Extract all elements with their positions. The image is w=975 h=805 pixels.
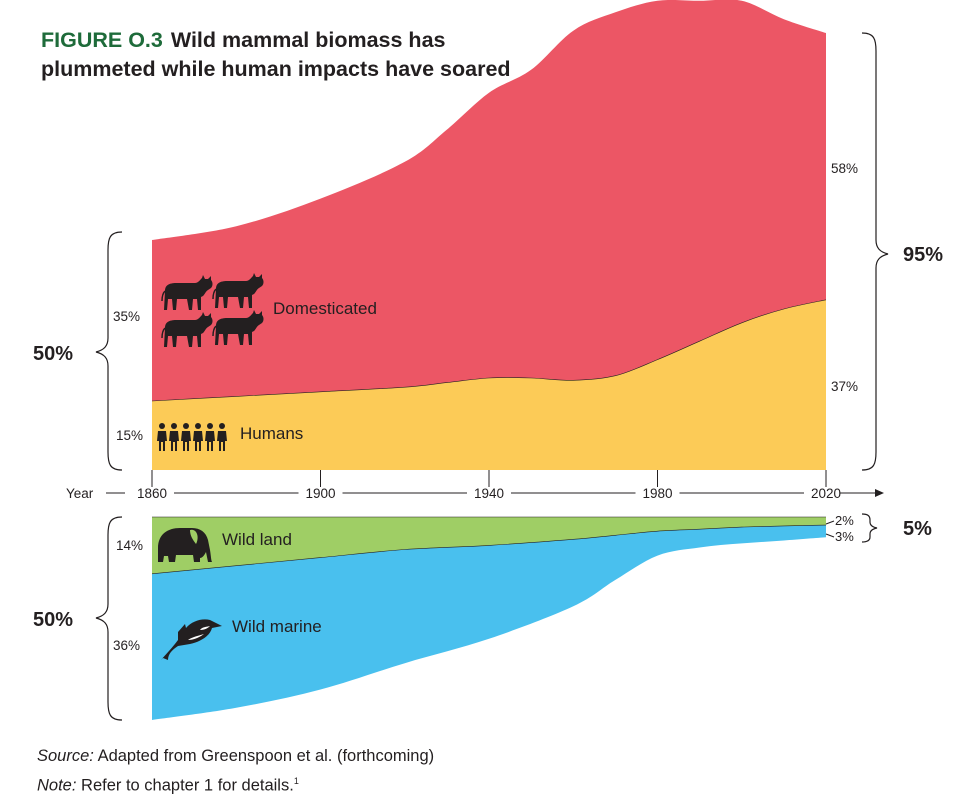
top-right-brace	[861, 32, 889, 471]
area-humans	[152, 299, 826, 470]
wild-land-start-label: 14%	[116, 538, 143, 553]
x-axis: Year 1860 1900 1940 1980 2020	[66, 470, 884, 501]
top-group-end-total: 95%	[903, 244, 943, 266]
x-tick-label: 1980	[642, 486, 672, 501]
x-tick-label: 1940	[474, 486, 504, 501]
note-line: Note: Refer to chapter 1 for details.1	[37, 769, 434, 799]
source-line: Source: Adapted from Greenspoon et al. (…	[37, 744, 434, 769]
figure-title-text: Wild mammal biomass has plummeted while …	[41, 28, 511, 81]
domesticated-end-label: 58%	[831, 161, 858, 176]
humans-start-label: 15%	[116, 428, 143, 443]
bottom-group-end-total: 5%	[903, 518, 932, 540]
bottom-group-start-total: 50%	[33, 609, 73, 631]
domesticated-series-label: Domesticated	[273, 299, 377, 318]
orca-icon	[161, 619, 222, 660]
figure-title: FIGURE O.3 Wild mammal biomass has plumme…	[41, 26, 511, 84]
humans-end-label: 37%	[831, 379, 858, 394]
top-area-layers	[151, 0, 827, 470]
area-domesticated	[152, 0, 826, 401]
elephant-icon	[158, 528, 212, 562]
wild-land-series-label: Wild land	[222, 530, 292, 549]
x-tick-label: 1860	[137, 486, 167, 501]
note-footnote-mark: 1	[293, 776, 299, 786]
bottom-left-brace	[95, 516, 123, 721]
wild-land-end-label: 2%	[835, 513, 854, 528]
humans-boundary-line	[151, 299, 827, 402]
wild-marine-series-label: Wild marine	[232, 617, 322, 636]
bottom-right-brace	[861, 513, 878, 543]
x-tick-label: 1900	[305, 486, 335, 501]
source-notes: Source: Adapted from Greenspoon et al. (…	[37, 744, 434, 799]
x-tick-label: 2020	[811, 486, 841, 501]
source-label: Source:	[37, 747, 94, 765]
note-label: Note:	[37, 776, 77, 795]
wild-marine-start-label: 36%	[113, 638, 140, 653]
domesticated-start-label: 35%	[113, 309, 140, 324]
note-text: Refer to chapter 1 for details.	[81, 776, 294, 795]
humans-series-label: Humans	[240, 424, 303, 443]
top-left-brace	[95, 231, 123, 471]
bottom-area-layers	[151, 516, 827, 720]
figure-number: FIGURE O.3	[41, 28, 163, 52]
top-group-start-total: 50%	[33, 343, 73, 365]
source-text: Adapted from Greenspoon et al. (forthcom…	[97, 747, 435, 765]
wild-marine-end-label: 3%	[835, 529, 854, 544]
axis-arrow-icon	[875, 489, 884, 497]
area-wild-marine	[152, 525, 826, 720]
x-axis-label: Year	[66, 486, 94, 501]
wild-land-boundary-line	[151, 524, 827, 575]
